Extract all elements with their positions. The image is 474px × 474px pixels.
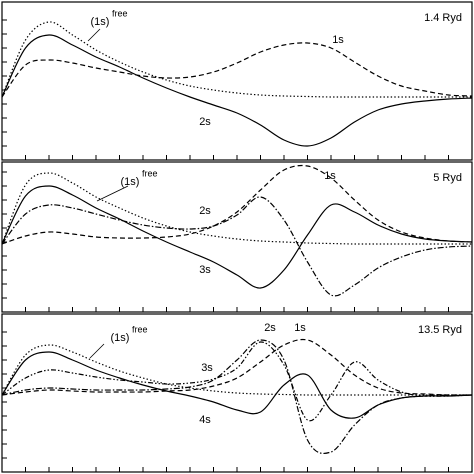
curve xyxy=(1,185,473,289)
pointer xyxy=(89,343,105,359)
curve xyxy=(1,34,473,147)
curve xyxy=(1,344,472,396)
curve-label: 3s xyxy=(199,264,211,276)
curve-label: (1s) xyxy=(111,332,130,344)
curve-label: 2s xyxy=(264,322,276,334)
curve xyxy=(1,21,472,98)
curve-label-sup: free xyxy=(142,168,158,178)
curve-label: 1s xyxy=(294,322,306,334)
curve xyxy=(1,42,473,98)
curve-label: 2s xyxy=(199,205,211,217)
curve xyxy=(1,339,473,454)
curve-label: (1s) xyxy=(91,16,110,28)
panel-annotation: 5 Ryd xyxy=(433,172,462,184)
curve-label-sup: free xyxy=(112,8,128,18)
panel-frame xyxy=(1,161,473,313)
curve-label-sup: free xyxy=(132,324,148,334)
panel-annotation: 13.5 Ryd xyxy=(418,324,462,336)
curve xyxy=(1,164,473,245)
pointer xyxy=(87,28,101,42)
curve-label: 1s xyxy=(324,170,336,182)
curve-label: 4s xyxy=(199,414,211,426)
curve xyxy=(1,196,473,297)
pointer xyxy=(96,185,129,202)
curve-label: 1s xyxy=(332,34,344,46)
panel-frame xyxy=(1,1,473,161)
panel-annotation: 1.4 Ryd xyxy=(424,12,462,24)
curve xyxy=(1,172,472,245)
curve-label: (1s) xyxy=(121,176,140,188)
curve xyxy=(1,341,473,422)
curve xyxy=(1,351,473,419)
curve-label: 3s xyxy=(201,362,213,374)
curve-label: 2s xyxy=(199,116,211,128)
